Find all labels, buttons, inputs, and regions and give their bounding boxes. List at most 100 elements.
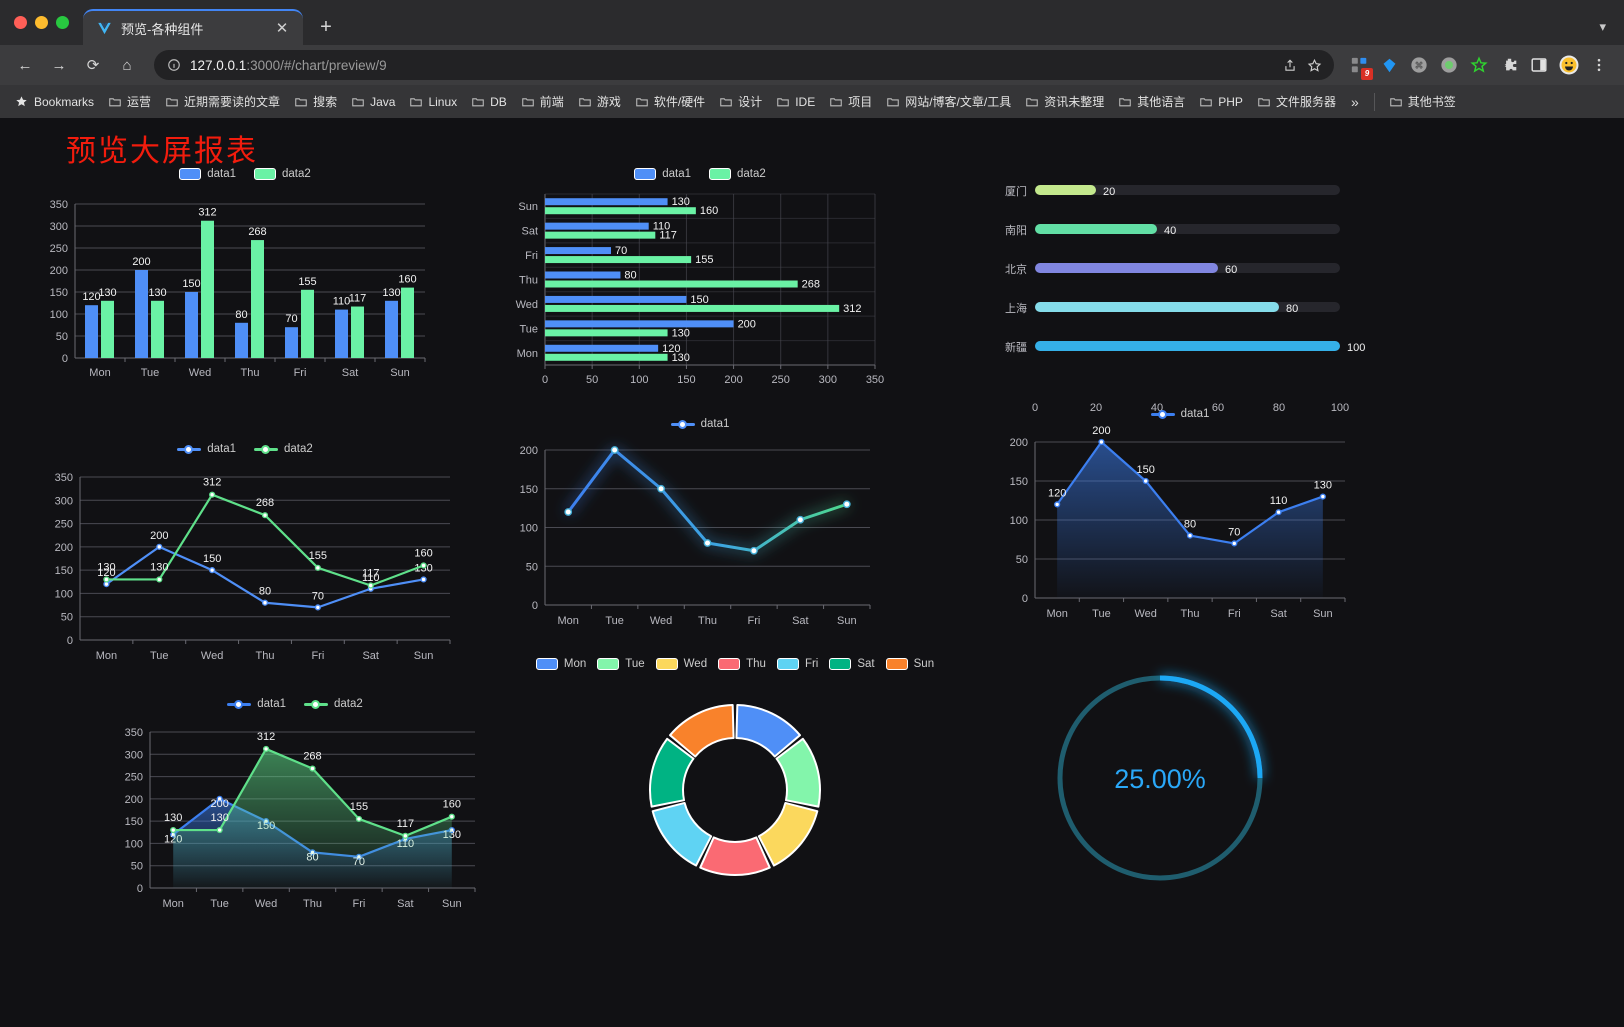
bookmark-folder[interactable]: 软件/硬件 (629, 89, 711, 114)
data-point[interactable] (261, 599, 269, 606)
data-point[interactable] (703, 539, 712, 547)
bookmark-folder[interactable]: Java (345, 91, 401, 113)
bar[interactable] (545, 256, 692, 264)
legend-item[interactable]: Mon (535, 658, 586, 670)
chevron-down-icon[interactable]: ▾ (1599, 19, 1606, 34)
data-point[interactable] (170, 826, 177, 834)
legend-item[interactable]: data1 (634, 168, 691, 180)
bookmark-folder[interactable]: 前端 (515, 89, 570, 114)
area-dual-svg[interactable]: 0 50 100 150 200 250 300 350 Mon Tue Wed Thu Fri Sat S… (95, 710, 495, 930)
close-icon[interactable]: ✕ (275, 20, 289, 37)
data-point[interactable] (750, 546, 758, 555)
bookmark-folder[interactable]: Linux (403, 91, 463, 113)
legend-item[interactable]: data1 (227, 698, 286, 710)
bookmark-folder[interactable]: 网站/博客/文章/工具 (880, 89, 1017, 114)
data-point[interactable] (1319, 493, 1326, 500)
data-point[interactable] (216, 795, 223, 802)
progress-fill[interactable] (1035, 263, 1218, 273)
progress-fill[interactable] (1035, 341, 1340, 351)
bar[interactable] (545, 304, 840, 312)
bookmark-root[interactable]: Bookmarks (9, 91, 100, 113)
line-dual-svg[interactable]: 0 50 100 150 200 250 300 350 Mon Tue Wed Thu Fri Sat S… (30, 455, 460, 675)
pie-slice[interactable] (775, 737, 821, 808)
data-point[interactable] (156, 576, 163, 583)
bookmark-folder[interactable]: 项目 (823, 89, 878, 114)
data-point[interactable] (261, 512, 269, 519)
bar[interactable] (201, 220, 214, 358)
puzzle-icon[interactable] (1496, 52, 1522, 78)
bookmark-folder[interactable]: 资讯未整理 (1019, 89, 1110, 114)
bar[interactable] (545, 271, 621, 279)
share-icon[interactable] (1282, 58, 1297, 73)
data-point[interactable] (420, 562, 427, 569)
bar-vertical-svg[interactable]: 050100150200250300350Mon120130Tue200130W… (20, 180, 470, 410)
address-bar[interactable]: 127.0.0.1:3000/#/chart/preview/9 (154, 50, 1334, 80)
data-point[interactable] (448, 813, 455, 820)
extensions-grid-icon[interactable]: 9 (1346, 52, 1373, 80)
data-point[interactable] (209, 567, 216, 574)
bar[interactable] (545, 295, 687, 303)
bar[interactable] (335, 309, 348, 358)
gauge-svg[interactable]: 25.00% (1030, 658, 1300, 928)
pie-slice[interactable] (735, 704, 801, 758)
data-point[interactable] (355, 815, 363, 823)
gauge-progress[interactable] (1159, 675, 1263, 779)
bar[interactable] (185, 292, 198, 358)
legend-item[interactable]: Fri (776, 658, 818, 670)
legend-item[interactable]: Thu (718, 658, 766, 670)
pie-slice[interactable] (757, 801, 819, 867)
sidepanel-icon[interactable] (1526, 52, 1552, 78)
series-line[interactable] (566, 448, 849, 553)
bar[interactable] (251, 240, 264, 358)
progress-fill[interactable] (1035, 302, 1279, 312)
legend-item[interactable]: Sat (829, 658, 875, 670)
bookmarks-overflow-button[interactable]: » (1350, 93, 1359, 110)
bar[interactable] (301, 289, 314, 358)
window-maximize-button[interactable] (56, 16, 69, 29)
bar[interactable] (545, 320, 734, 328)
data-point[interactable] (103, 576, 110, 583)
legend-item[interactable]: data2 (304, 698, 363, 710)
data-point[interactable] (842, 500, 851, 509)
bar[interactable] (351, 306, 364, 358)
info-circle-icon[interactable] (166, 58, 181, 73)
bookmark-folder[interactable]: 游戏 (572, 89, 627, 114)
data-point[interactable] (1186, 532, 1194, 539)
bar[interactable] (545, 207, 696, 215)
pie-slice[interactable] (651, 801, 713, 867)
pie-slice[interactable] (669, 704, 735, 758)
donut-svg[interactable] (520, 670, 950, 920)
bar[interactable] (545, 247, 611, 255)
legend-item[interactable]: Tue (597, 658, 645, 670)
data-point[interactable] (216, 826, 223, 834)
star-outline-icon[interactable] (1466, 52, 1492, 78)
data-point[interactable] (367, 582, 374, 589)
legend-item[interactable]: data2 (254, 443, 313, 455)
home-icon[interactable]: ⌂ (122, 56, 132, 74)
bar[interactable] (101, 300, 114, 358)
legend-item[interactable]: Wed (655, 658, 707, 670)
bookmark-folder[interactable]: IDE (770, 91, 821, 113)
window-minimize-button[interactable] (35, 16, 48, 29)
data-point[interactable] (314, 604, 321, 611)
reload-icon[interactable]: ⟳ (86, 57, 100, 74)
pie-slice[interactable] (699, 836, 771, 876)
bar[interactable] (385, 300, 398, 358)
bookmark-folder[interactable]: 运营 (102, 89, 157, 114)
data-point[interactable] (1231, 540, 1238, 547)
new-tab-button[interactable]: + (320, 15, 332, 38)
diamond-icon[interactable] (1376, 52, 1402, 78)
bar[interactable] (545, 280, 798, 288)
data-point[interactable] (402, 832, 409, 839)
bookmark-other[interactable]: 其他书签 (1383, 89, 1462, 114)
bar[interactable] (151, 300, 164, 358)
bookmark-folder[interactable]: 文件服务器 (1251, 89, 1342, 114)
data-point[interactable] (1275, 509, 1282, 516)
data-point[interactable] (420, 576, 427, 583)
data-point[interactable] (657, 484, 665, 493)
data-point[interactable] (610, 446, 619, 454)
legend-item[interactable]: data1 (1150, 408, 1209, 420)
bar[interactable] (85, 305, 98, 358)
data-point[interactable] (156, 543, 163, 550)
